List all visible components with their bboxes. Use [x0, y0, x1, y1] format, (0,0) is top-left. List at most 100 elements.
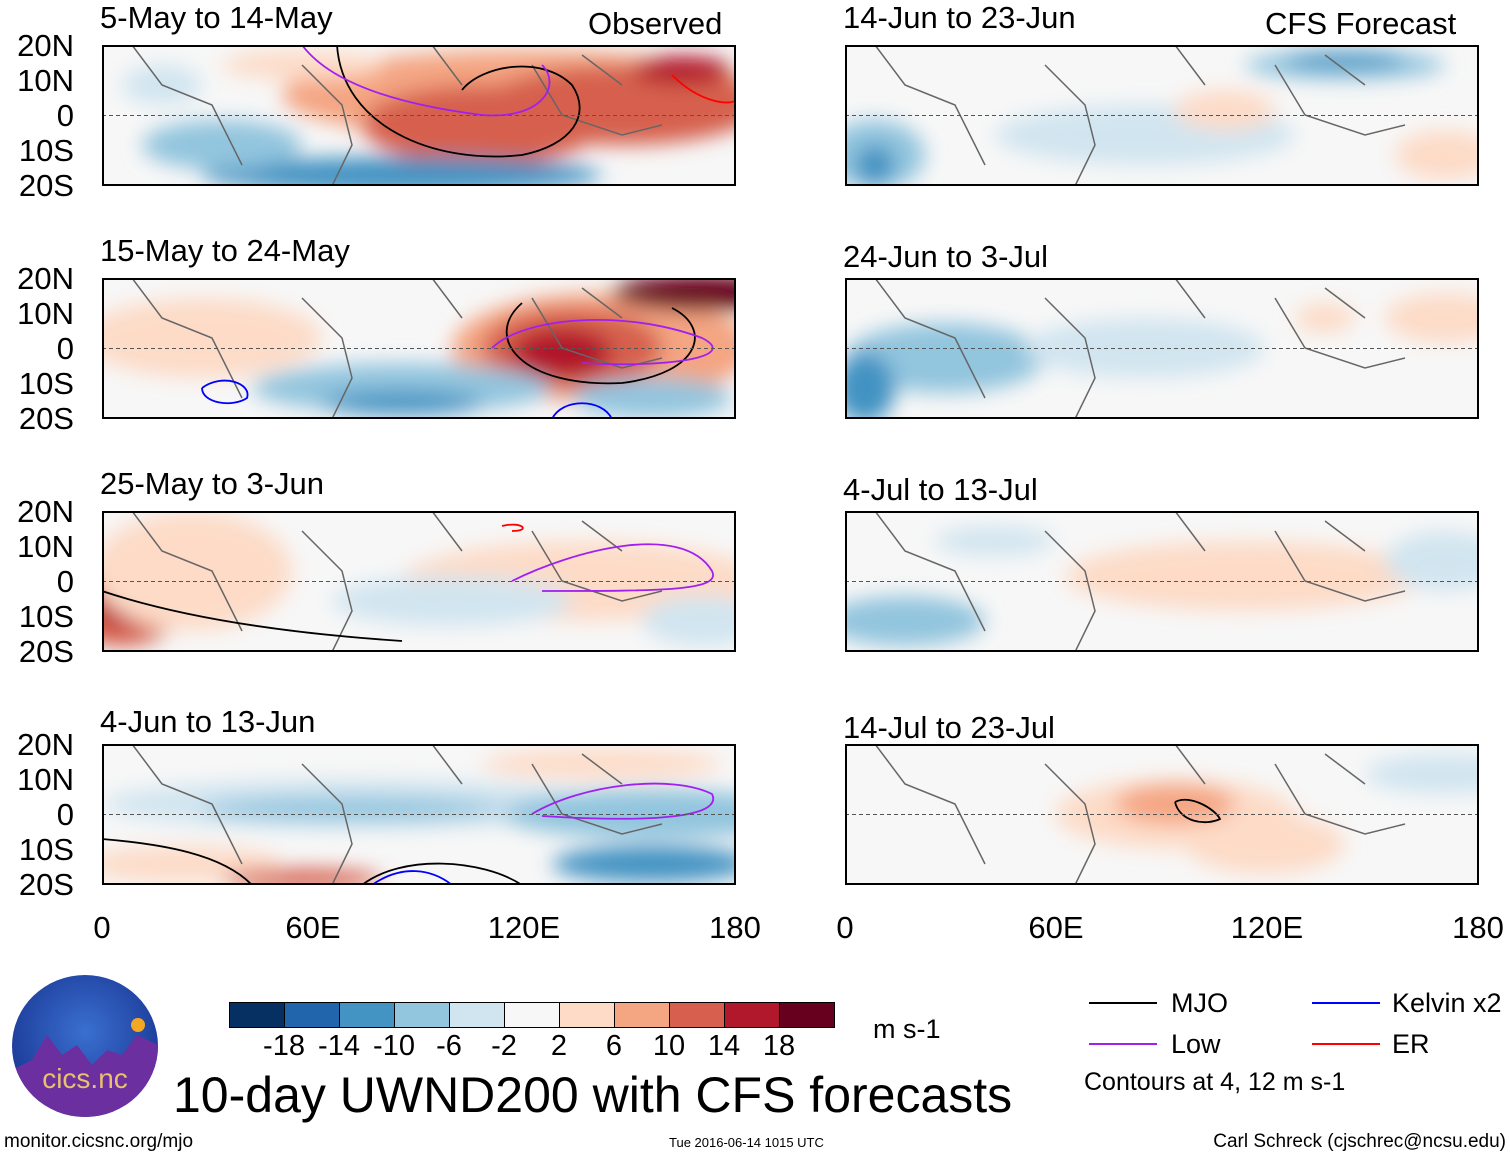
colorbar-label: 6	[605, 1030, 623, 1062]
legend-kelvin-line	[1312, 1002, 1380, 1004]
y-tick-label: 20S	[18, 634, 74, 669]
panel-title: 14-Jul to 23-Jul	[843, 710, 1055, 745]
contour-line	[361, 862, 523, 885]
anomaly-region	[332, 576, 572, 626]
x-tick-label: 180	[1452, 910, 1504, 945]
anomaly-region	[1365, 754, 1479, 794]
cics-logo: cics.nc	[12, 975, 158, 1117]
contour-line	[511, 543, 714, 592]
contour-line	[1174, 798, 1222, 824]
colorbar-label: 10	[652, 1030, 686, 1062]
colorbar-swatch	[285, 1003, 340, 1027]
anomaly-region	[1295, 303, 1355, 333]
x-tick-label: 0	[93, 910, 111, 945]
colorbar-label: -2	[491, 1030, 517, 1062]
contour-line	[102, 838, 253, 885]
anomaly-region	[552, 846, 736, 882]
y-tick-label: 20N	[17, 494, 74, 529]
y-tick-label: 10N	[17, 296, 74, 331]
x-tick-label: 120E	[487, 910, 561, 945]
colorbar-label: 18	[762, 1030, 796, 1062]
colorbar-label: 14	[707, 1030, 741, 1062]
colorbar-label: -10	[373, 1030, 415, 1062]
anomaly-region	[1285, 52, 1405, 68]
map-panel	[845, 511, 1479, 652]
anomaly-region	[612, 278, 736, 311]
colorbar-label: -18	[263, 1030, 305, 1062]
anomaly-region	[322, 391, 482, 415]
footer-author: Carl Schreck (cjschrec@ncsu.edu)	[1213, 1131, 1506, 1152]
panel-title: 15-May to 24-May	[100, 233, 350, 268]
y-tick-label: 20S	[18, 867, 74, 902]
y-tick-label: 20N	[17, 727, 74, 762]
legend-er: ER	[1392, 1029, 1430, 1059]
y-tick-label: 10S	[18, 366, 74, 401]
contour-note: Contours at 4, 12 m s-1	[1084, 1068, 1346, 1096]
colorbar-swatch	[780, 1003, 834, 1027]
map-panel	[845, 278, 1479, 419]
anomaly-region	[222, 869, 382, 885]
anomaly-region	[1385, 531, 1479, 591]
anomaly-region	[572, 378, 732, 418]
colorbar	[229, 1002, 835, 1028]
colorbar-label: 2	[550, 1030, 568, 1062]
anomaly-region	[935, 526, 1055, 556]
anomaly-region	[632, 56, 732, 84]
colorbar-swatch	[395, 1003, 450, 1027]
panel-title: 4-Jun to 13-Jun	[100, 704, 316, 739]
y-tick-label: 10S	[18, 832, 74, 867]
anomaly-region	[102, 511, 292, 631]
colorbar-swatch	[340, 1003, 395, 1027]
y-tick-label: 20N	[17, 28, 74, 63]
anomaly-region	[502, 789, 736, 839]
legend-mjo: MJO	[1171, 988, 1228, 1018]
colorbar-swatch	[615, 1003, 670, 1027]
contour-line	[371, 870, 453, 885]
y-tick-label: 10N	[17, 529, 74, 564]
contour-line	[491, 319, 714, 366]
contour-line	[551, 402, 613, 419]
legend-er-line	[1312, 1043, 1380, 1045]
map-panel	[102, 278, 736, 419]
contour-line	[201, 379, 249, 405]
colorbar-swatch	[230, 1003, 285, 1027]
x-tick-label: 120E	[1230, 910, 1304, 945]
y-tick-label: 0	[56, 564, 74, 599]
footer-url[interactable]: monitor.cicsnc.org/mjo	[4, 1131, 194, 1152]
anomaly-region	[202, 797, 502, 821]
anomaly-region	[1185, 814, 1345, 874]
anomaly-region	[1385, 293, 1479, 343]
map-panel	[845, 744, 1479, 885]
logo-text: cics.nc	[42, 1063, 128, 1094]
map-panel	[102, 511, 736, 652]
y-tick-label: 0	[56, 98, 74, 133]
y-tick-label: 10N	[17, 63, 74, 98]
y-tick-label: 20S	[18, 168, 74, 203]
y-tick-label: 10S	[18, 599, 74, 634]
colorbar-label: -6	[436, 1030, 462, 1062]
contour-line	[301, 45, 551, 117]
y-tick-label: 10N	[17, 762, 74, 797]
contour-line	[336, 45, 581, 158]
panel-title: 4-Jul to 13-Jul	[843, 472, 1038, 507]
colorbar-label: -14	[318, 1030, 360, 1062]
colorbar-swatch	[505, 1003, 560, 1027]
anomaly-region	[642, 596, 736, 646]
anomaly-region	[1025, 318, 1265, 378]
anomaly-region	[142, 120, 302, 170]
anomaly-region	[202, 157, 602, 186]
legend-low-line	[1089, 1043, 1157, 1045]
chart-title: 10-day UWND200 with CFS forecasts	[173, 1067, 1013, 1123]
contour-line	[531, 782, 715, 820]
x-tick-label: 0	[836, 910, 854, 945]
x-tick-label: 60E	[1028, 910, 1084, 945]
footer-timestamp: Tue 2016-06-14 1015 UTC	[669, 1135, 824, 1150]
observed-label: Observed	[588, 6, 723, 41]
colorbar-swatch	[670, 1003, 725, 1027]
panel-title: 5-May to 14-May	[100, 0, 333, 35]
forecast-label: CFS Forecast	[1265, 6, 1457, 41]
panel-title: 24-Jun to 3-Jul	[843, 239, 1049, 274]
anomaly-region	[845, 353, 895, 419]
y-tick-label: 10S	[18, 133, 74, 168]
